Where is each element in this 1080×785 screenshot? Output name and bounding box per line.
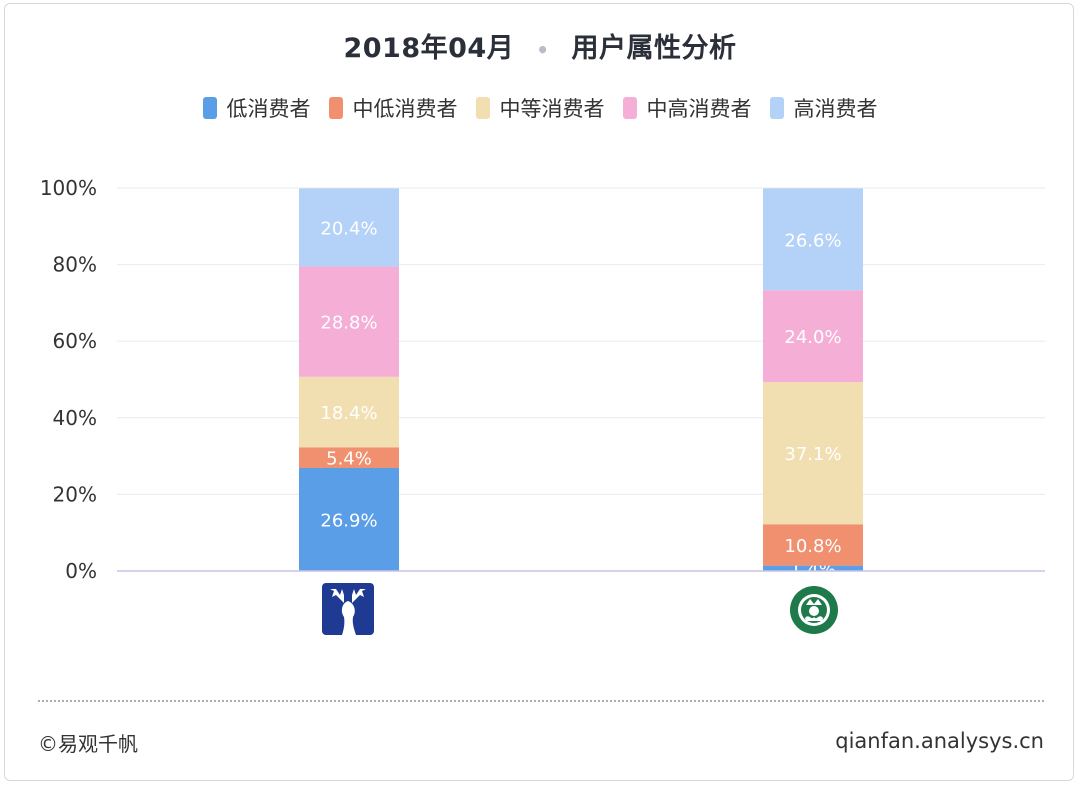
stacked-bar-chart: 0% 20% 40% 60% 80% 100% 26.9% 5.4% 18.4% 28.8% 20.… [40, 176, 1045, 583]
bar-segment [299, 266, 399, 377]
data-label: 5.4% [326, 449, 372, 470]
title-text: 用户属性分析 [571, 33, 737, 64]
data-label: 28.8% [320, 313, 377, 334]
title-separator: • [536, 37, 550, 62]
legend-swatch [202, 97, 217, 119]
data-label: 37.1% [784, 444, 841, 465]
bar-segment [763, 382, 863, 525]
legend-label: 中等消费者 [499, 97, 605, 121]
y-tick-label: 20% [53, 482, 97, 506]
legend-item: 低消费者 [202, 93, 311, 123]
legend-swatch [769, 97, 784, 119]
legend-item: 中低消费者 [328, 93, 458, 123]
bar-segment [763, 290, 863, 383]
data-label: 26.9% [320, 510, 377, 531]
y-tick-label: 0% [65, 559, 97, 583]
legend-item: 中高消费者 [622, 93, 752, 123]
legend-swatch [622, 97, 637, 119]
bar-segment [299, 447, 399, 468]
legend-label: 高消费者 [793, 97, 878, 121]
bar-segment [763, 524, 863, 566]
footer-divider [38, 700, 1044, 702]
data-label: 26.6% [784, 230, 841, 251]
title-date: 2018年04月 [343, 33, 515, 64]
y-tick-label: 40% [53, 406, 97, 430]
bar-segment [763, 565, 863, 571]
copyright-text: ©易观千帆 [38, 732, 138, 756]
legend-swatch [328, 97, 343, 119]
bar-segment [299, 188, 399, 267]
data-label: 10.8% [784, 536, 841, 557]
data-label: 20.4% [320, 218, 377, 239]
legend-label: 低消费者 [226, 97, 311, 121]
chart-frame [4, 3, 1074, 781]
data-label: 18.4% [320, 403, 377, 424]
chart-title: 2018年04月 • 用户属性分析 [0, 26, 1080, 65]
legend-swatch [475, 97, 490, 119]
legend: 低消费者 中低消费者 中等消费者 中高消费者 高消费者 [0, 93, 1080, 123]
data-label: 24.0% [784, 327, 841, 348]
legend-item: 中等消费者 [475, 93, 605, 123]
y-tick-label: 60% [53, 329, 97, 353]
bar-segment [763, 188, 863, 291]
legend-label: 中高消费者 [646, 97, 752, 121]
y-tick-label: 100% [40, 176, 97, 200]
siren-logo-icon [790, 586, 838, 634]
legend-label: 中低消费者 [352, 97, 458, 121]
bar-segment [299, 376, 399, 448]
y-tick-label: 80% [53, 253, 97, 277]
deer-head-logo-icon [322, 583, 374, 635]
bar-segment [299, 467, 399, 571]
site-url: qianfan.analysys.cn [835, 729, 1044, 753]
legend-item: 高消费者 [769, 93, 878, 123]
